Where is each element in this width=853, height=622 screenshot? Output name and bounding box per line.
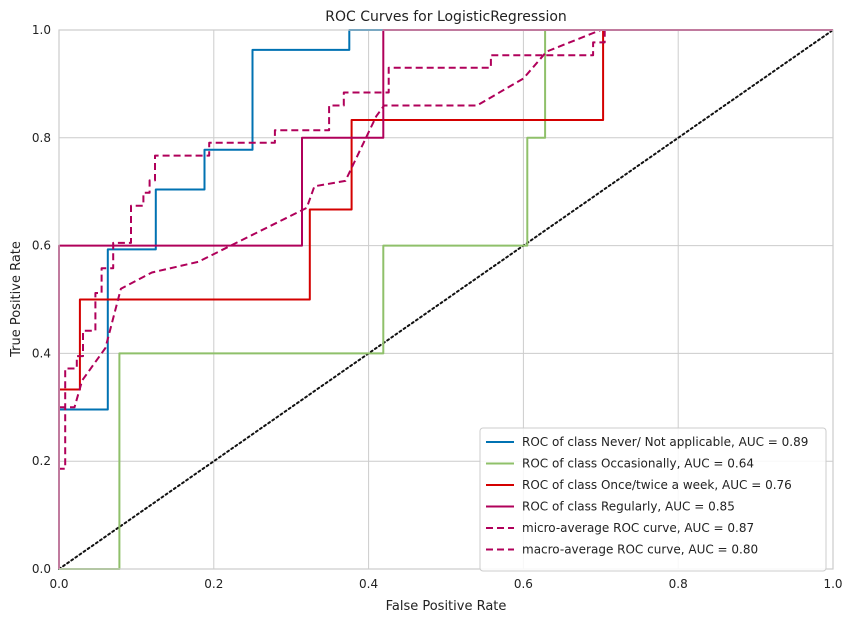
roc-series-line-1 <box>59 29 833 570</box>
roc-series-line-5 <box>59 29 833 409</box>
roc-series-line-2 <box>58 29 833 569</box>
series-layer <box>58 29 834 570</box>
legend-entry: ROC of class Once/twice a week, AUC = 0.… <box>522 478 792 492</box>
y-tick-label: 1.0 <box>32 23 51 37</box>
legend-entry: ROC of class Never/ Not applicable, AUC … <box>522 435 808 449</box>
legend-box <box>479 427 827 572</box>
y-tick-label: 0.4 <box>32 346 51 360</box>
legend-entry: macro-average ROC curve, AUC = 0.80 <box>522 543 758 557</box>
y-tick-label: 0.8 <box>32 131 51 145</box>
y-axis-label: True Positive Rate <box>9 241 24 358</box>
y-tick-label: 0.6 <box>32 239 51 253</box>
x-axis-label: False Positive Rate <box>386 599 507 614</box>
x-tick-label: 0.0 <box>49 577 68 591</box>
x-tick-label: 1.0 <box>823 577 842 591</box>
y-tick-label: 0.0 <box>32 562 51 576</box>
roc-series-line-4 <box>58 29 833 569</box>
chart-title: ROC Curves for LogisticRegression <box>325 9 567 25</box>
roc-series-line-0 <box>58 29 833 569</box>
plot-frame <box>58 29 834 570</box>
y-tick-label: 0.2 <box>32 454 51 468</box>
legend-entry: ROC of class Regularly, AUC = 0.85 <box>522 500 735 514</box>
x-tick-label: 0.4 <box>359 577 378 591</box>
chance-diagonal-line <box>58 29 834 570</box>
legend-entry: micro-average ROC curve, AUC = 0.87 <box>522 521 754 535</box>
legend-entry: ROC of class Occasionally, AUC = 0.64 <box>522 457 754 471</box>
x-tick-label: 0.6 <box>514 577 533 591</box>
x-tick-label: 0.8 <box>669 577 688 591</box>
legend: ROC of class Never/ Not applicable, AUC … <box>479 427 827 572</box>
ticks: 0.0 0.2 0.4 0.6 0.8 1.0 0.0 0.2 0.4 0.6 0.8 1.0 <box>32 23 843 591</box>
x-tick-label: 0.2 <box>204 577 223 591</box>
